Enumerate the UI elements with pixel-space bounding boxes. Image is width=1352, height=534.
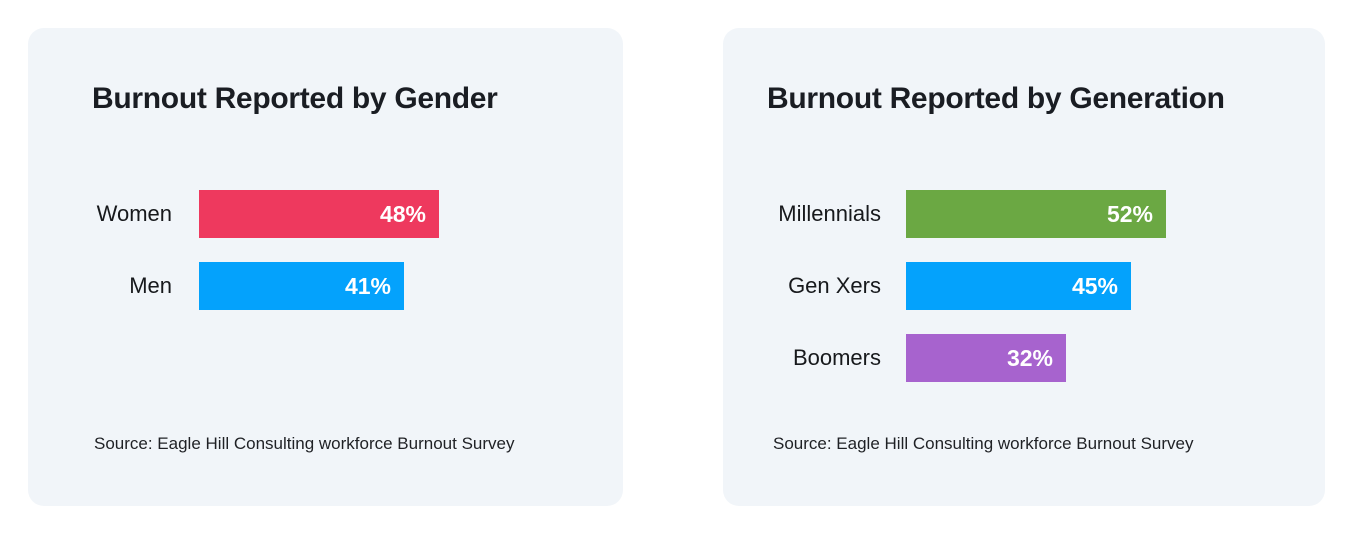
bar: 32% (906, 334, 1066, 382)
bar: 52% (906, 190, 1166, 238)
value-label: 52% (1106, 200, 1153, 227)
chart-title-generation: Burnout Reported by Generation (767, 82, 1225, 115)
source-note-generation: Source: Eagle Hill Consulting workforce … (773, 434, 1194, 453)
bar-row: Men 41% (28, 262, 623, 310)
bar: 45% (906, 262, 1131, 310)
bar-chart-gender: Women 48% Men 41% (28, 190, 623, 310)
bar-row: Gen Xers 45% (723, 262, 1325, 310)
value-label: 41% (344, 272, 391, 299)
bar: 41% (199, 262, 404, 310)
category-label: Millennials (778, 201, 881, 226)
value-label: 32% (1006, 344, 1053, 371)
category-label: Boomers (792, 345, 881, 370)
source-note-gender: Source: Eagle Hill Consulting workforce … (94, 434, 515, 453)
chart-card-generation: Burnout Reported by Generation Millennia… (723, 28, 1325, 506)
bar: 48% (199, 190, 439, 238)
chart-card-gender: Burnout Reported by Gender Women 48% Men 41… (28, 28, 623, 506)
bar-row: Boomers 32% (723, 334, 1325, 382)
bar-row: Women 48% (28, 190, 623, 238)
bar-chart-generation: Millennials 52% Gen Xers 45% Boomers 32% (723, 190, 1325, 382)
value-label: 48% (379, 200, 426, 227)
bar-row: Millennials 52% (723, 190, 1325, 238)
value-label: 45% (1071, 272, 1118, 299)
category-label: Women (96, 201, 172, 226)
chart-title-gender: Burnout Reported by Gender (92, 82, 498, 115)
category-label: Gen Xers (788, 273, 881, 298)
category-label: Men (129, 273, 172, 298)
